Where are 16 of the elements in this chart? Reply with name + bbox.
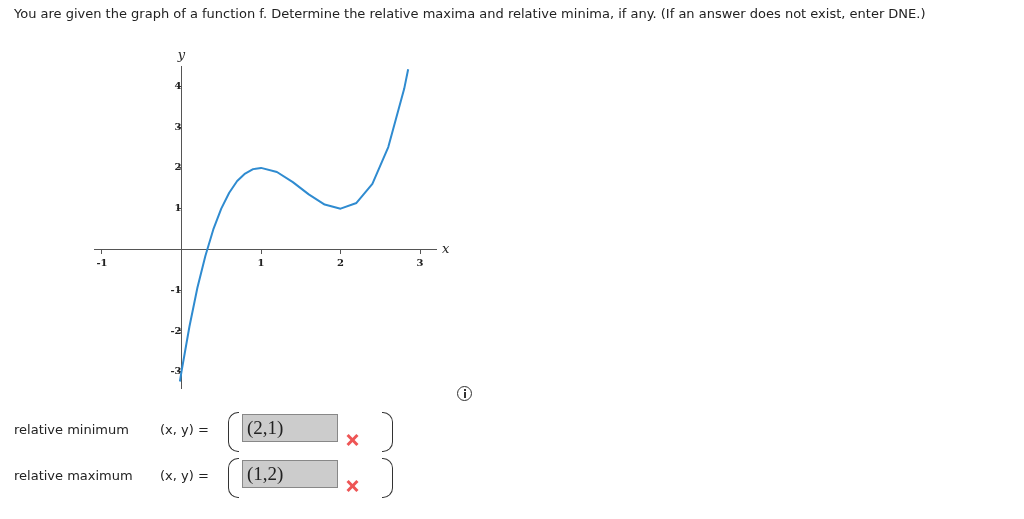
x-tick-label: 3	[416, 257, 424, 269]
x-tick-label: -1	[96, 257, 108, 269]
text: relative minimum	[14, 422, 129, 437]
y-tick-label: -1	[170, 283, 182, 295]
x-tick-label: 2	[337, 257, 345, 269]
y-axis-title: y	[176, 46, 186, 62]
text: (1,2)	[242, 460, 338, 488]
y-tick-label: -2	[170, 324, 182, 336]
text: (2,1)	[242, 414, 338, 442]
y-tick-label: -3	[170, 365, 182, 377]
text: relative maximum	[14, 468, 133, 483]
x-axis-title: x	[442, 240, 450, 256]
text: You are given the graph of a function f. Determine the relative maxima and relative minima, if any. (If an answer does not exist, enter DNE.)	[14, 6, 926, 21]
text: (x, y) =	[160, 468, 209, 483]
x-tick-label: 1	[257, 257, 265, 269]
text: (x, y) =	[160, 422, 209, 437]
